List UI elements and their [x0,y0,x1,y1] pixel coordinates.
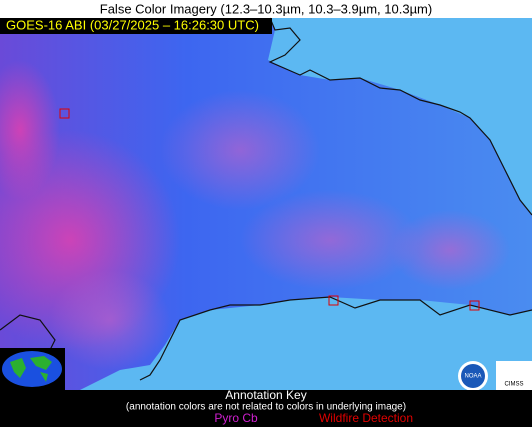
cimss-logo: CIMSS [496,361,532,390]
legend-note: (annotation colors are not related to co… [126,402,406,413]
legend-bar [0,390,532,427]
noaa-logo: NOAA [458,361,488,391]
badge: GOES-16 ABI (03/27/2025 – 16:26:30 UTC) [6,17,259,32]
legend-item: Wildfire Detection [319,411,413,425]
legend-title: Annotation Key [225,388,306,402]
legend-item: Pyro Cb [214,411,258,425]
badge-bg [0,18,272,34]
globe-icon [0,348,65,390]
title-strip [0,0,532,18]
logo-text: NOAA [464,374,481,380]
imagery [0,17,532,390]
title: False Color Imagery (12.3–10.3µm, 10.3–3… [100,1,432,16]
logo-text: CIMSS [504,382,523,388]
